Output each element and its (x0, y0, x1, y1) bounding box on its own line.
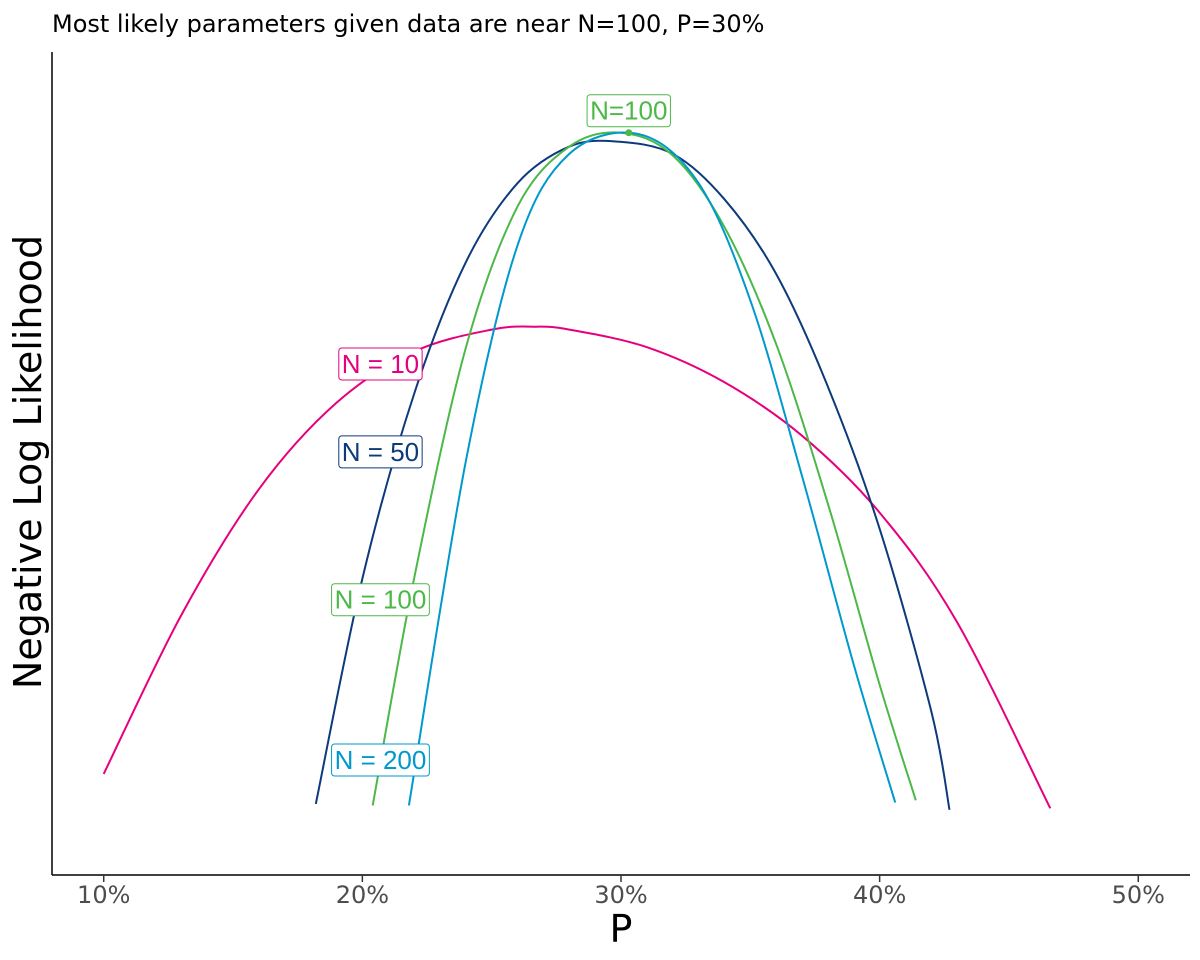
curve-label-text: N = 50 (342, 437, 419, 467)
x-tick-label-30: 30% (594, 881, 647, 909)
plot-area: 10% 20% 30% 40% 50% N = 10 N = 50 N = 100 N = 2… (51, 52, 1190, 909)
curve-label-text: N = 100 (335, 585, 427, 615)
curve-label-n-10-0: N = 10 (338, 347, 423, 381)
curve-label-text: N = 10 (342, 349, 419, 379)
x-tick-label-40: 40% (853, 881, 906, 909)
curve-label-n-100-2: N = 100 (331, 583, 430, 617)
curve-label-n-100-4: N=100 (586, 94, 671, 128)
curve-labels: N = 10 N = 50 N = 100 N = 200 N=100 (331, 94, 671, 777)
curves (102, 129, 1052, 810)
curve-label-text: N=100 (590, 96, 667, 126)
curve-n-50 (314, 139, 951, 810)
x-axis-title: P (610, 907, 633, 951)
x-tick-label-10: 10% (77, 881, 130, 909)
curve-n-200 (407, 131, 897, 806)
curve-label-text: N = 200 (335, 745, 427, 775)
x-tick-label-50: 50% (1112, 881, 1165, 909)
chart-title: Most likely parameters given data are ne… (52, 10, 765, 38)
curve-label-n-200-3: N = 200 (331, 743, 430, 777)
x-axis-ticks: 10% 20% 30% 40% 50% (77, 875, 1165, 909)
peak-point (625, 129, 633, 137)
curve-n-10 (102, 325, 1052, 809)
curve-n-100 (371, 131, 917, 806)
y-axis-title: Negative Log Likelihood (6, 235, 50, 689)
x-tick-label-20: 20% (336, 881, 389, 909)
curve-label-n-50-1: N = 50 (338, 435, 423, 469)
